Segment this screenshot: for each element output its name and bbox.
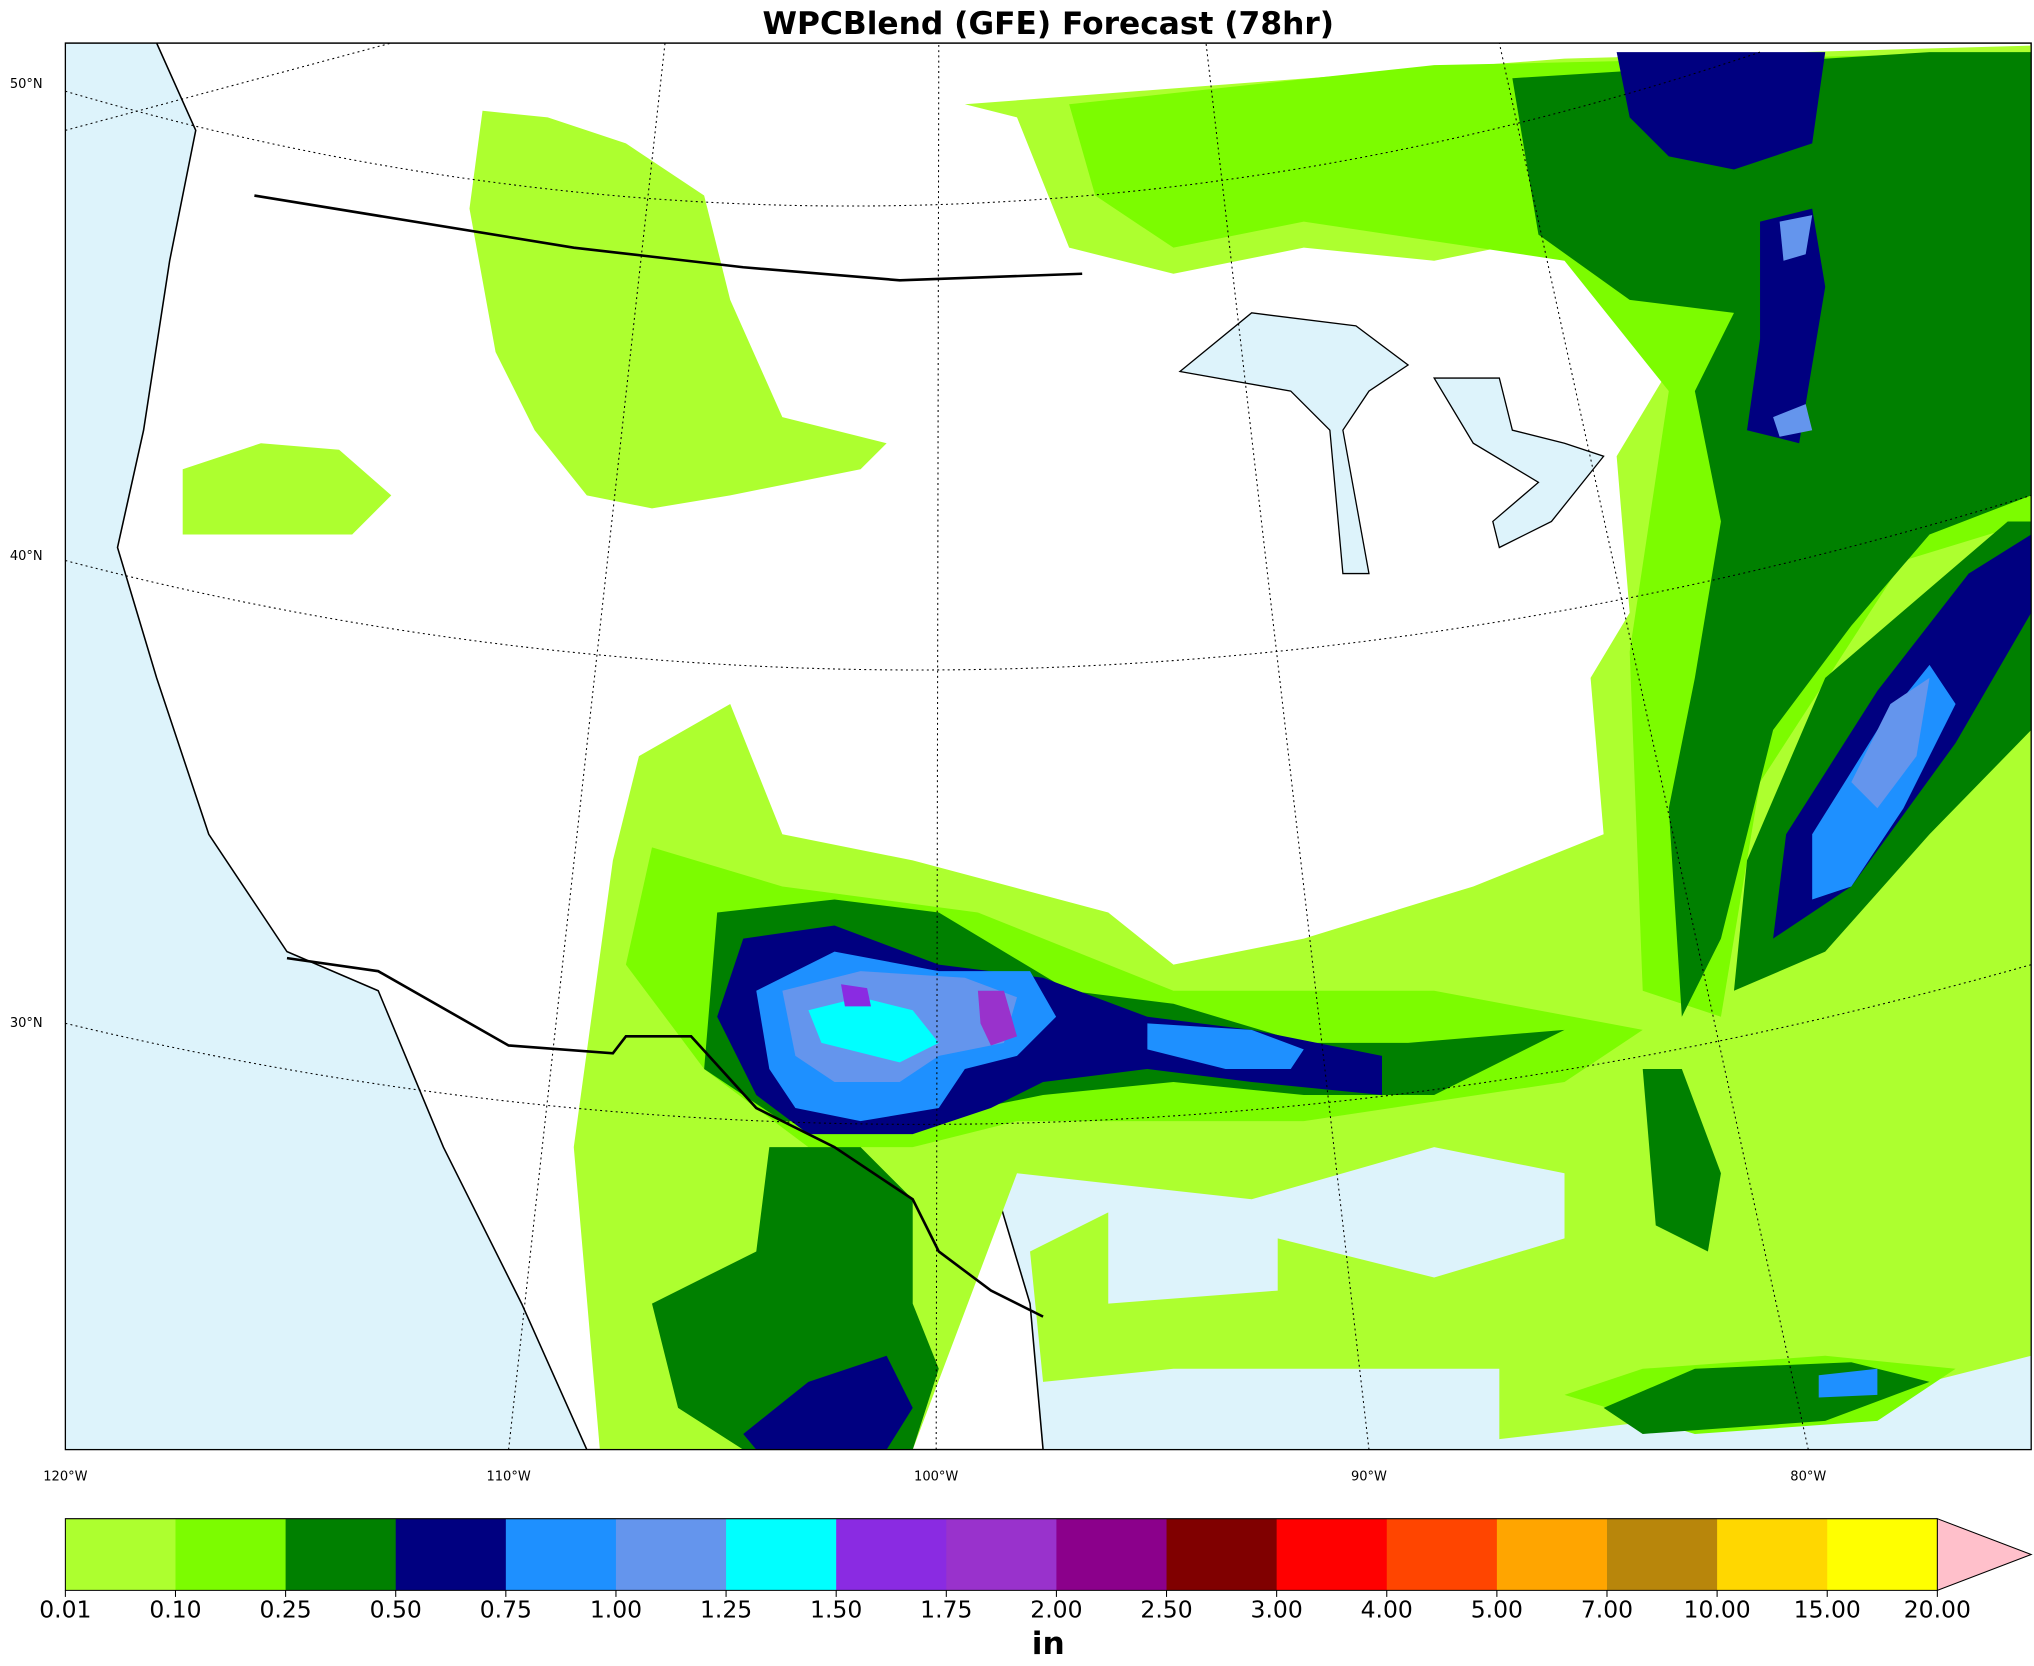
lat-label: 40°N [10,549,43,564]
colorbar-label: 1.50 [810,1596,862,1624]
map [65,43,2032,1450]
colorbar-label: 15.00 [1794,1596,1861,1624]
colorbar-box [285,1518,397,1591]
lon-label: 120°W [43,1469,87,1484]
colorbar-box [1386,1518,1498,1591]
colorbar-box [175,1518,287,1591]
border [254,194,1083,282]
colorbar-label: 0.50 [370,1596,422,1624]
colorbar-box [65,1518,177,1591]
colorbar-box [1056,1518,1168,1591]
colorbar-label: 1.75 [920,1596,972,1624]
colorbar-label: 2.00 [1030,1596,1082,1624]
colorbar-box [836,1518,947,1591]
colorbar-box [1827,1518,1938,1591]
colorbar: 0.01 0.10 0.25 0.50 0.75 1.00 1.25 1.50 1.75 2.00… [39,1517,2033,1624]
colorbar-box [1276,1518,1388,1591]
graticule [65,43,2032,1450]
colorbar-label: 0.75 [480,1596,532,1624]
map-frame [64,42,2032,1451]
colorbar-label: 5.00 [1471,1596,1523,1624]
colorbar-box [726,1518,837,1591]
colorbar-unit: in [1032,1626,1065,1662]
map-title: WPCBlend (GFE) Forecast (78hr) [763,6,1335,42]
colorbar-label: 1.00 [590,1596,642,1624]
lon-label: 90°W [1351,1469,1387,1484]
colorbar-label: 10.00 [1684,1596,1751,1624]
colorbar-label: 0.01 [39,1596,91,1624]
colorbar-box [1717,1518,1828,1591]
colorbar-extend [1936,1517,2033,1592]
lakes [1178,312,1605,575]
colorbar-label: 7.00 [1581,1596,1633,1624]
colorbar-box [615,1518,727,1591]
colorbar-label: 1.25 [700,1596,752,1624]
colorbar-label: 3.00 [1251,1596,1303,1624]
colorbar-label: 0.25 [259,1596,311,1624]
colorbar-label: 4.00 [1361,1596,1413,1624]
lat-label: 50°N [10,77,43,92]
lon-label: 110°W [486,1469,530,1484]
lat-label: 30°N [10,1016,43,1031]
colorbar-box [946,1518,1058,1591]
colorbar-box [1166,1518,1278,1591]
colorbar-box [1606,1518,1718,1591]
colorbar-label: 0.10 [149,1596,201,1624]
border [286,956,1044,1318]
colorbar-outline [64,1518,1938,1591]
lon-label: 100°W [914,1469,958,1484]
colorbar-box [1496,1518,1608,1591]
colorbar-label: 2.50 [1140,1596,1192,1624]
colorbar-box [505,1518,617,1591]
colorbar-box [395,1518,507,1591]
colorbar-label: 20.00 [1904,1596,1971,1624]
lon-label: 80°W [1790,1469,1826,1484]
